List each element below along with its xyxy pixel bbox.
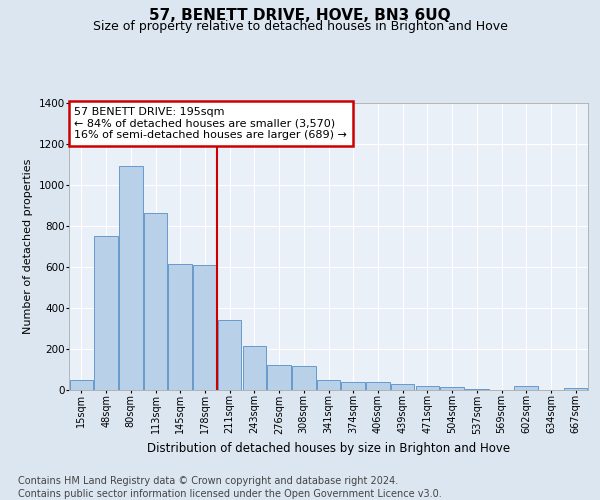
Bar	[94, 236, 118, 390]
Bar	[416, 386, 439, 390]
Bar	[193, 264, 217, 390]
X-axis label: Distribution of detached houses by size in Brighton and Hove: Distribution of detached houses by size …	[147, 442, 510, 455]
Bar	[119, 166, 143, 390]
Text: Contains HM Land Registry data © Crown copyright and database right 2024.: Contains HM Land Registry data © Crown c…	[18, 476, 398, 486]
Bar	[440, 387, 464, 390]
Bar	[268, 366, 291, 390]
Text: Contains public sector information licensed under the Open Government Licence v3: Contains public sector information licen…	[18, 489, 442, 499]
Bar	[564, 388, 587, 390]
Bar	[242, 346, 266, 390]
Text: 57 BENETT DRIVE: 195sqm
← 84% of detached houses are smaller (3,570)
16% of semi: 57 BENETT DRIVE: 195sqm ← 84% of detache…	[74, 107, 347, 140]
Bar	[341, 382, 365, 390]
Bar	[144, 214, 167, 390]
Bar	[366, 382, 389, 390]
Bar	[465, 389, 488, 390]
Y-axis label: Number of detached properties: Number of detached properties	[23, 158, 33, 334]
Bar	[514, 386, 538, 390]
Bar	[292, 366, 316, 390]
Bar	[169, 264, 192, 390]
Bar	[70, 380, 93, 390]
Text: Size of property relative to detached houses in Brighton and Hove: Size of property relative to detached ho…	[92, 20, 508, 33]
Bar	[218, 320, 241, 390]
Text: 57, BENETT DRIVE, HOVE, BN3 6UQ: 57, BENETT DRIVE, HOVE, BN3 6UQ	[149, 8, 451, 22]
Bar	[317, 380, 340, 390]
Bar	[391, 384, 415, 390]
